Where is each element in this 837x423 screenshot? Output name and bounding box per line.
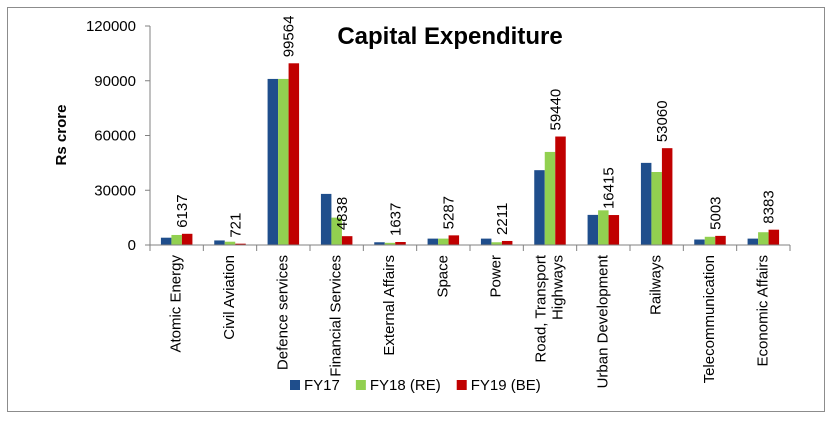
bar	[181, 233, 193, 245]
bar	[640, 162, 652, 245]
bar	[758, 232, 769, 245]
bar	[448, 235, 460, 245]
legend: FY17 FY18 (RE) FY19 (BE)	[290, 377, 541, 394]
bar	[171, 234, 182, 245]
data-label: 53060	[654, 100, 671, 142]
y-axis: 0 30000 60000 90000 120000	[86, 18, 151, 254]
category-label-line: Road, Transport	[533, 254, 550, 362]
chart-title: Capital Expenditure	[337, 23, 562, 50]
bar	[320, 193, 332, 245]
category-label: Space	[434, 255, 451, 298]
bar	[267, 78, 279, 245]
legend-swatch	[355, 380, 366, 390]
bar	[480, 238, 492, 245]
data-label: 1637	[387, 203, 404, 236]
y-tick-label: 30000	[94, 182, 136, 199]
bar	[501, 240, 513, 245]
bar	[747, 238, 759, 245]
bar	[384, 242, 396, 245]
bar	[288, 63, 300, 245]
data-label: 59440	[547, 89, 564, 131]
bar	[555, 136, 566, 245]
category-label-line: Urban Development	[594, 254, 611, 388]
category-label: Civil Aviation	[221, 255, 238, 340]
legend-label: FY17	[304, 377, 340, 394]
legend-swatch	[456, 380, 467, 390]
category-label: Economic Affairs	[754, 255, 771, 366]
bar	[544, 151, 556, 245]
category-label: Road, Transport Highways	[533, 254, 567, 362]
category-label-line: Power	[488, 255, 505, 298]
data-label: 16415	[601, 167, 618, 209]
legend-swatch	[290, 380, 300, 390]
bars	[160, 63, 780, 245]
category-label: Power	[488, 255, 505, 298]
bar	[694, 239, 705, 245]
bar	[491, 242, 502, 245]
category-label-line: Defence services	[274, 255, 291, 370]
data-label: 4838	[334, 197, 351, 230]
bar	[224, 241, 236, 245]
category-label-line: Railways	[648, 255, 665, 315]
data-label: 6137	[174, 194, 191, 227]
legend-label: FY18 (RE)	[370, 377, 441, 394]
y-tick-label: 120000	[86, 18, 136, 35]
y-tick-label: 0	[128, 237, 136, 254]
bar	[427, 238, 439, 245]
data-labels: 6137 721 99564 4838 1637 5287 2211 59440 16415 53…	[174, 16, 778, 238]
data-label: 2211	[494, 203, 511, 235]
data-label: 5287	[441, 196, 458, 229]
data-label: 721	[227, 213, 244, 238]
category-label-line: Financial Services	[328, 255, 345, 377]
category-label: Railways	[648, 255, 665, 315]
y-tick-label: 60000	[94, 128, 136, 145]
bar	[608, 215, 620, 245]
category-label-line: Atomic Energy	[168, 255, 185, 353]
bar	[235, 243, 246, 245]
category-label: Defence services	[274, 255, 291, 370]
category-label: Telecommunication	[701, 255, 718, 383]
legend-label: FY19 (BE)	[471, 377, 541, 394]
bar	[661, 148, 673, 245]
bar	[374, 242, 385, 245]
bar	[534, 170, 545, 245]
x-axis: Atomic Energy Civil Aviation Defence servi…	[149, 244, 791, 388]
category-label: External Affairs	[381, 255, 398, 356]
y-axis-label: Rs crore	[53, 105, 70, 166]
data-label: 99564	[281, 16, 298, 58]
chart-frame	[7, 7, 825, 412]
category-label-line: Highways	[550, 255, 567, 320]
bar	[438, 238, 449, 245]
bar	[704, 236, 716, 245]
category-label-line: Space	[434, 255, 451, 298]
category-label-line: Telecommunication	[701, 255, 718, 383]
y-tick-label: 90000	[94, 73, 136, 90]
bar	[331, 217, 342, 245]
category-label-line: Economic Affairs	[754, 255, 771, 366]
bar	[395, 242, 406, 245]
data-label: 8383	[761, 190, 778, 223]
data-label: 5003	[707, 196, 724, 229]
category-label-line: External Affairs	[381, 255, 398, 356]
bar	[651, 172, 662, 245]
bar	[768, 229, 780, 245]
bar	[587, 214, 599, 245]
bar	[598, 210, 609, 245]
bar	[341, 236, 353, 245]
bar	[160, 237, 172, 245]
category-label: Financial Services	[328, 255, 345, 377]
category-label: Atomic Energy	[168, 255, 185, 353]
bar	[278, 78, 289, 245]
category-label: Urban Development	[594, 254, 611, 388]
bar	[214, 240, 225, 245]
bar	[715, 235, 726, 245]
category-label-line: Civil Aviation	[221, 255, 238, 340]
